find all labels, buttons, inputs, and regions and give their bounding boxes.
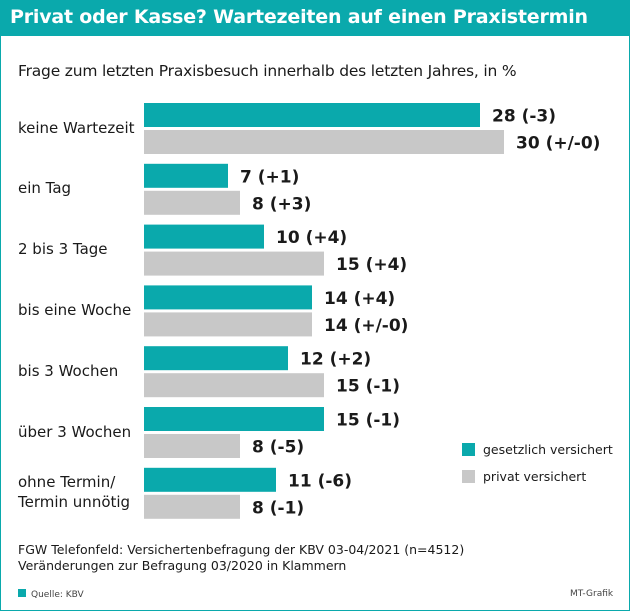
bar-gesetzlich (144, 224, 264, 249)
category-label-line: Termin unnötig (18, 493, 131, 512)
data-label-gesetzlich: 14 (+4) (324, 289, 395, 309)
bar-privat (144, 130, 504, 154)
category-label: bis eine Woche (18, 300, 131, 320)
bar-privat (144, 494, 240, 519)
footnote-line-1: FGW Telefonfeld: Versichertenbefragung d… (18, 542, 465, 557)
data-label-gesetzlich: 10 (+4) (276, 228, 347, 248)
category-label-line: bis eine Woche (18, 300, 132, 319)
data-label-privat: 14 (+/-0) (324, 316, 408, 336)
bar-gesetzlich (144, 467, 276, 492)
page-title: Privat oder Kasse? Wartezeiten auf einen… (10, 6, 588, 28)
data-label-gesetzlich: 11 (-6) (288, 471, 352, 491)
category-label-line: ohne Termin/ (18, 473, 116, 492)
bar-privat (144, 312, 312, 337)
legend-item-gesetzlich: gesetzlich versichert (462, 443, 613, 457)
bar-gesetzlich (144, 103, 480, 127)
data-label-privat: 15 (+4) (336, 255, 407, 275)
data-label-gesetzlich: 28 (-3) (492, 107, 556, 127)
legend-swatch-privat (462, 470, 475, 483)
category-label-line: bis 3 Wochen (18, 361, 119, 380)
category-label: über 3 Wochen (18, 422, 131, 442)
category-label-line: ein Tag (18, 179, 72, 198)
bar-gesetzlich (144, 163, 228, 188)
data-label-privat: 8 (+3) (252, 194, 311, 214)
data-label-gesetzlich: 12 (+2) (300, 350, 371, 370)
bar-privat (144, 434, 240, 458)
legend-label-gesetzlich: gesetzlich versichert (483, 442, 613, 457)
chart-subtitle: Frage zum letzten Praxisbesuch innerhalb… (18, 62, 517, 80)
bar-gesetzlich (144, 407, 324, 431)
footnote-line-2: Veränderungen zur Befragung 03/2020 in K… (18, 558, 347, 573)
data-label-gesetzlich: 15 (-1) (336, 411, 400, 431)
header-bar: Privat oder Kasse? Wartezeiten auf einen… (0, 0, 630, 36)
bar-privat (144, 373, 324, 398)
category-label: ohne Termin/Termin unnötig (18, 472, 130, 512)
bar-privat (144, 251, 324, 276)
source-note: Quelle: KBV (18, 589, 84, 600)
data-label-privat: 15 (-1) (336, 377, 400, 397)
data-label-gesetzlich: 7 (+1) (240, 167, 299, 187)
category-label: keine Wartezeit (18, 118, 135, 138)
bar-gesetzlich (144, 346, 288, 371)
category-label: 2 bis 3 Tage (18, 239, 108, 259)
category-label-line: 2 bis 3 Tage (18, 240, 108, 259)
credit-label: MT-Grafik (570, 589, 614, 599)
category-label-line: keine Wartezeit (18, 118, 135, 137)
legend-swatch-gesetzlich (462, 443, 475, 456)
source-swatch (18, 589, 26, 597)
data-label-privat: 30 (+/-0) (516, 134, 600, 154)
category-label: bis 3 Wochen (18, 361, 118, 381)
legend-item-privat: privat versichert (462, 470, 586, 484)
data-label-privat: 8 (-5) (252, 438, 304, 458)
category-label-line: über 3 Wochen (18, 422, 132, 441)
source-label: Quelle: KBV (31, 590, 84, 600)
bar-gesetzlich (144, 285, 312, 310)
bar-privat (144, 190, 240, 215)
category-label: ein Tag (18, 178, 71, 198)
data-label-privat: 8 (-1) (252, 498, 304, 518)
legend-label-privat: privat versichert (483, 469, 587, 484)
